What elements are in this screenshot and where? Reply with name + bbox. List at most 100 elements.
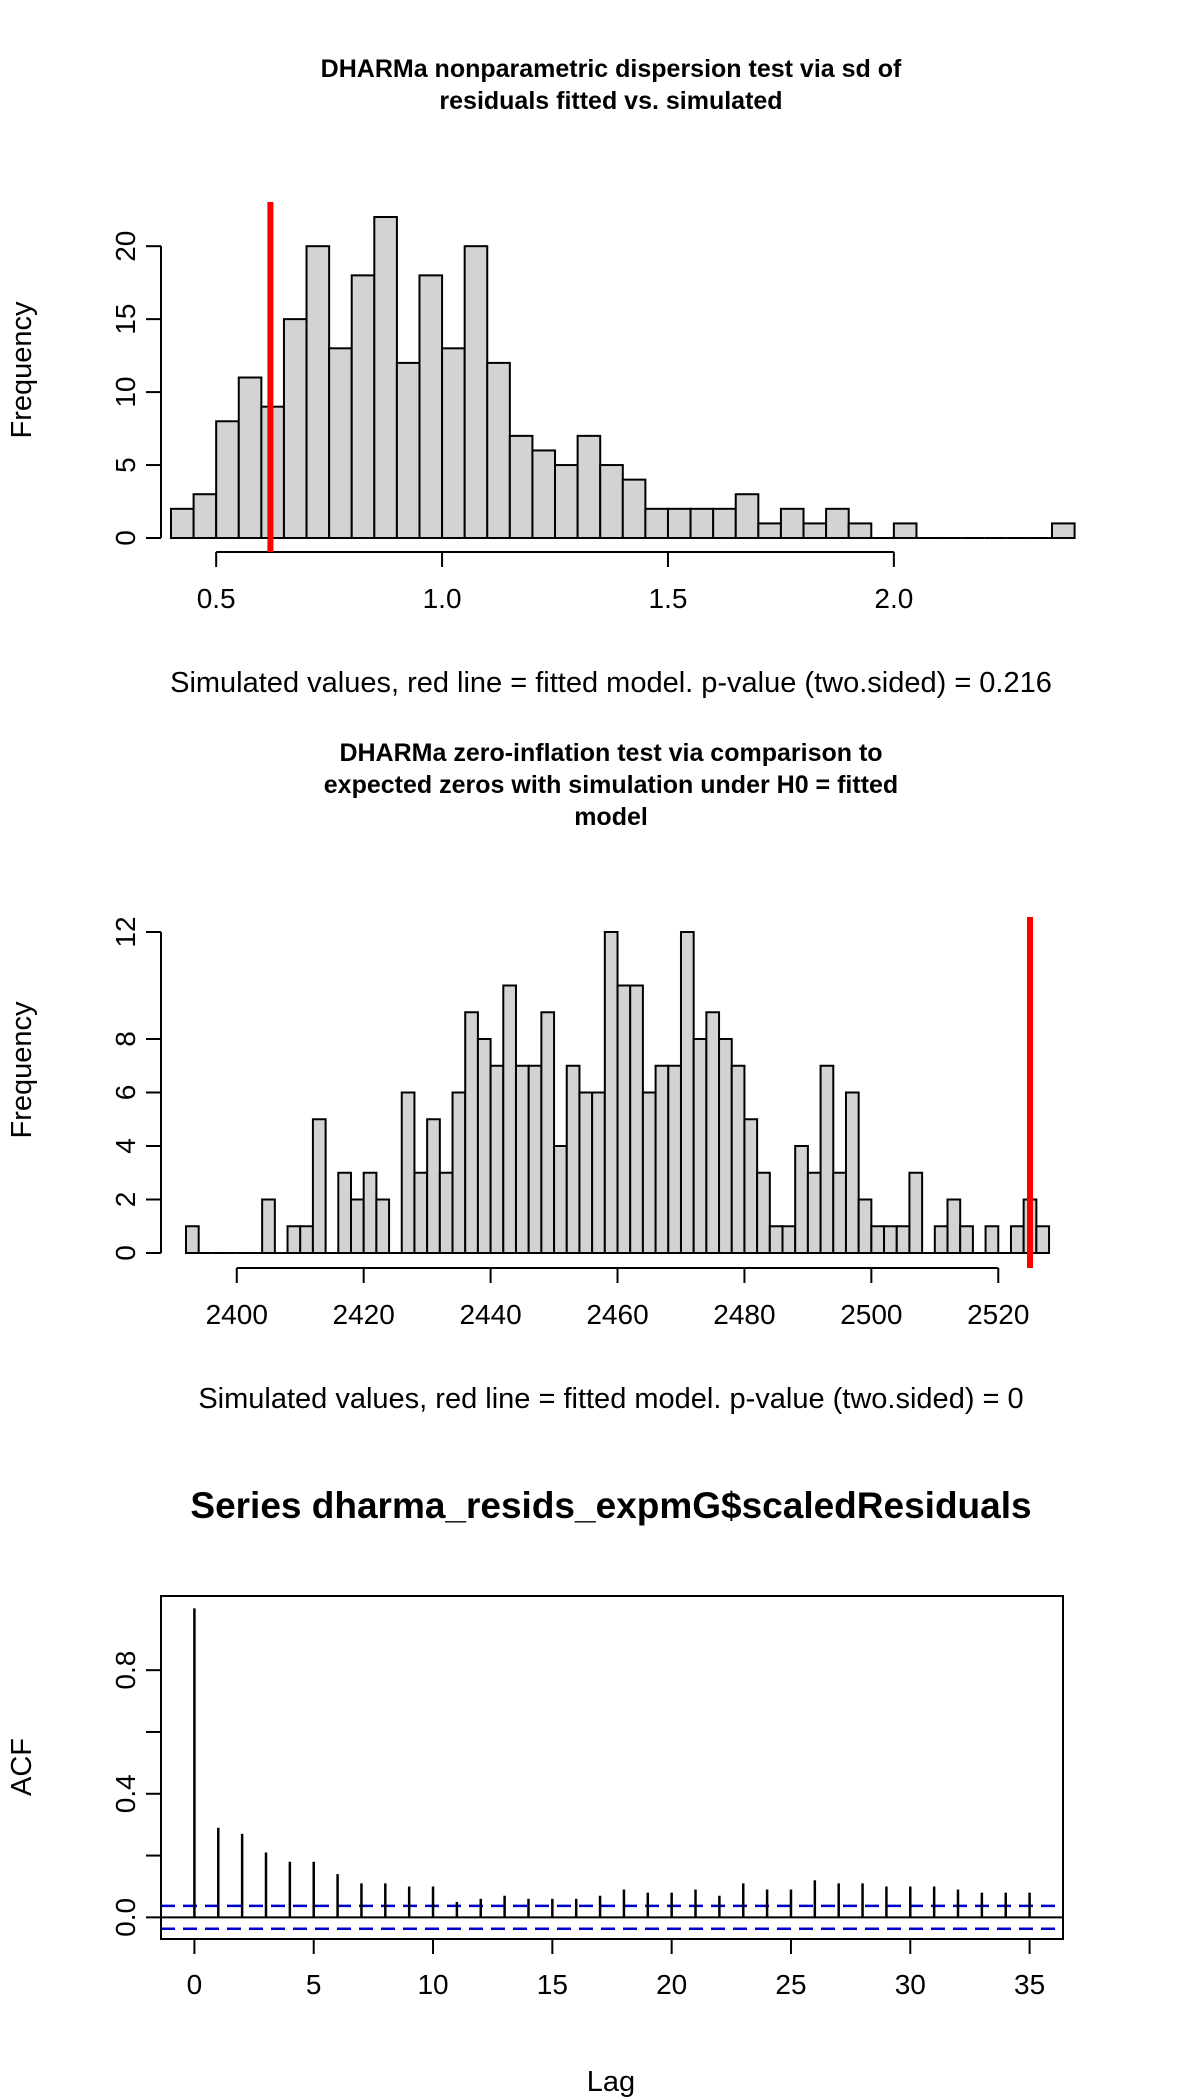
histogram-bar: [565, 1064, 581, 1254]
histogram-bar: [1035, 1225, 1051, 1254]
histogram-bar: [373, 216, 398, 539]
histogram-bar: [689, 507, 715, 539]
dispersion-title-line-1: DHARMa nonparametric dispersion test via…: [321, 55, 902, 83]
histogram-bar: [438, 1171, 454, 1254]
histogram-bar: [984, 1225, 1000, 1254]
y-tick-label: 15: [110, 304, 141, 335]
y-tick-label: 0: [110, 530, 141, 546]
histogram-bar: [730, 1064, 746, 1254]
histogram-bar: [170, 507, 195, 539]
histogram-bar: [844, 1091, 860, 1254]
x-tick-label: 0.5: [197, 583, 236, 614]
x-tick-label: 2500: [840, 1299, 902, 1330]
histogram-bar: [328, 347, 353, 539]
histogram-bar: [375, 1198, 391, 1254]
histogram-bar: [486, 361, 511, 539]
dispersion-title-line-2: residuals fitted vs. simulated: [439, 87, 782, 115]
x-tick-label: 2440: [459, 1299, 521, 1330]
acf-spikes: [161, 1608, 1063, 1919]
histogram-bar: [895, 1225, 911, 1254]
histogram-bar: [299, 1225, 314, 1254]
zero-inflation-title-line-2: expected zeros with simulation under H0 …: [324, 771, 898, 799]
histogram-bar: [1009, 1225, 1025, 1254]
dispersion-y-label: Frequency: [6, 301, 38, 439]
histogram-bar: [282, 318, 308, 539]
histogram-bar: [362, 1171, 378, 1254]
zero-inflation-title-line-3: model: [574, 803, 648, 831]
histogram-bar: [192, 493, 218, 539]
histogram-bar: [508, 434, 534, 540]
histogram-bar: [305, 245, 331, 539]
histogram-bar: [413, 1171, 429, 1254]
histogram-bar: [426, 1118, 441, 1254]
histogram-bar: [311, 1118, 327, 1254]
histogram-bar: [400, 1091, 416, 1254]
histogram-bar: [870, 1225, 886, 1254]
histogram-bar: [350, 274, 376, 539]
histogram-bar: [540, 1011, 556, 1254]
histogram-bar: [464, 1011, 479, 1254]
acf-confidence-lines: [161, 1904, 1063, 1931]
zero-inflation-y-axis: 0 2 4 6 8 12: [110, 916, 162, 1261]
histogram-bar: [666, 507, 692, 539]
y-tick-label: 6: [110, 1085, 141, 1101]
x-tick-label: 25: [775, 1969, 806, 2000]
histogram-bar: [705, 1011, 721, 1254]
x-tick-label: 1.5: [649, 583, 688, 614]
histogram-bar: [667, 1064, 682, 1254]
histogram-bar: [908, 1171, 924, 1254]
acf-panel: Series dharma_resids_expmG$scaledResidua…: [6, 1485, 1064, 2098]
zero-inflation-x-axis: 2400 2420 2440 2460 2480 2500 2520: [206, 1267, 1029, 1330]
histogram-bar: [349, 1198, 365, 1254]
acf-title: Series dharma_resids_expmG$scaledResidua…: [190, 1485, 1031, 1526]
histogram-bar: [286, 1225, 302, 1254]
histogram-bar: [654, 1064, 670, 1254]
histogram-bar: [802, 522, 828, 540]
acf-y-axis: 0.0 0.4 0.8: [110, 1651, 161, 1937]
dispersion-x-axis: 0.5 1.0 1.5 2.0: [197, 551, 913, 614]
x-tick-label: 1.0: [423, 583, 462, 614]
histogram-bar: [712, 507, 737, 539]
histogram-bar: [591, 1091, 606, 1254]
y-tick-label: 12: [110, 916, 141, 947]
y-tick-label: 10: [110, 377, 141, 408]
y-tick-label: 4: [110, 1138, 141, 1154]
histogram-bar: [756, 1171, 771, 1254]
histogram-bar: [832, 1171, 847, 1254]
histogram-bar: [883, 1225, 898, 1254]
histogram-bar: [215, 420, 240, 540]
x-tick-label: 2400: [206, 1299, 268, 1330]
y-tick-label: 0.8: [110, 1651, 141, 1690]
histogram-bar: [576, 434, 602, 540]
histogram-bar: [621, 478, 647, 539]
acf-y-label: ACF: [6, 1738, 38, 1796]
histogram-bar: [629, 984, 644, 1254]
x-tick-label: 20: [656, 1969, 687, 2000]
y-tick-label: 0: [110, 1245, 141, 1261]
histogram-bar: [599, 464, 624, 539]
x-tick-label: 2.0: [874, 583, 913, 614]
x-tick-label: 35: [1014, 1969, 1045, 2000]
histogram-bar: [603, 931, 619, 1254]
histogram-bar: [441, 347, 466, 539]
histogram-bar: [819, 1064, 835, 1254]
histogram-bar: [527, 1064, 543, 1254]
histogram-bar: [489, 1064, 505, 1254]
histogram-bar: [743, 1118, 759, 1254]
histogram-bar: [718, 1038, 733, 1254]
y-tick-label: 5: [110, 457, 141, 473]
x-tick-label: 2520: [967, 1299, 1029, 1330]
x-tick-label: 5: [306, 1969, 322, 2000]
histogram-bar: [463, 245, 489, 539]
histogram-bar: [768, 1225, 784, 1254]
x-tick-label: 2480: [713, 1299, 775, 1330]
histogram-bar: [185, 1225, 200, 1254]
zero-inflation-panel: DHARMa zero-inflation test via compariso…: [6, 739, 1051, 1415]
zero-inflation-y-label: Frequency: [6, 1001, 38, 1139]
histogram-bar: [261, 1198, 276, 1254]
y-tick-label: 0.4: [110, 1774, 141, 1813]
histogram-bar: [794, 1145, 809, 1254]
y-tick-label: 2: [110, 1192, 141, 1208]
acf-x-axis: 0 5 10 15 20 25 30 35: [187, 1939, 1045, 2000]
